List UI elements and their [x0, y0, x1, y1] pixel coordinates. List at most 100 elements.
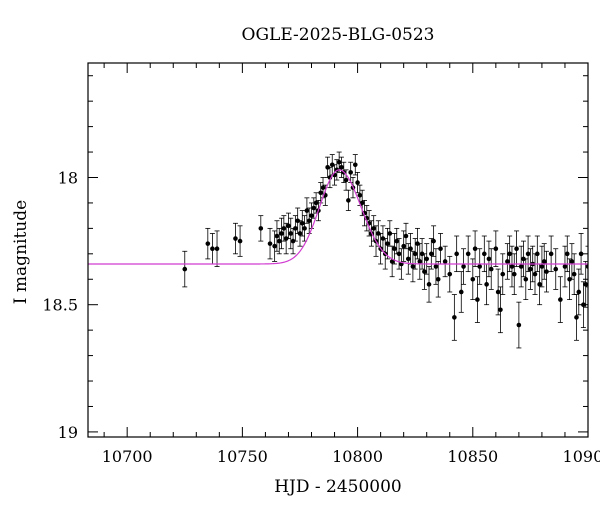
data-point: [507, 251, 512, 257]
data-points: [182, 159, 588, 328]
data-point: [528, 266, 533, 272]
data-point: [214, 246, 220, 252]
y-axis-label: I magnitude: [11, 200, 31, 304]
x-tick-labels: 10700 10750 10800 10850 10900: [102, 447, 600, 466]
chart-title: OGLE-2025-BLG-0523: [242, 25, 435, 45]
data-point: [318, 190, 324, 196]
data-point: [371, 226, 377, 231]
data-point: [564, 251, 570, 257]
data-point: [376, 231, 381, 236]
data-point: [272, 243, 277, 249]
data-point: [422, 269, 427, 274]
data-point: [299, 220, 305, 226]
axis-ticks: [88, 63, 589, 437]
data-point: [523, 276, 529, 282]
y-tick-label: 18: [58, 168, 78, 187]
data-point: [424, 256, 430, 262]
data-point: [274, 233, 280, 239]
data-point: [475, 297, 480, 302]
data-point: [548, 251, 554, 257]
data-point: [387, 231, 393, 236]
data-point: [380, 236, 386, 241]
data-point: [488, 266, 494, 272]
data-point: [290, 238, 296, 244]
data-point: [237, 238, 243, 244]
data-point: [405, 256, 411, 262]
data-point: [357, 192, 363, 198]
data-point: [281, 226, 287, 231]
data-point: [258, 226, 264, 231]
data-point: [452, 315, 457, 320]
data-point: [401, 243, 406, 249]
data-point: [233, 236, 238, 241]
data-point: [412, 251, 418, 257]
data-point: [535, 251, 540, 257]
data-point: [574, 315, 579, 320]
data-point: [553, 266, 559, 272]
data-point: [394, 238, 400, 244]
data-point: [525, 251, 531, 257]
x-tick-label: 10850: [447, 447, 498, 466]
data-point: [293, 226, 298, 231]
data-point: [336, 159, 342, 165]
x-axis-label: HJD - 2450000: [274, 477, 402, 497]
model-curve: [88, 169, 588, 265]
x-tick-label: 10700: [102, 447, 153, 466]
data-point: [403, 233, 409, 239]
data-point: [205, 241, 211, 246]
data-point: [472, 246, 478, 252]
data-point: [417, 259, 423, 264]
data-point: [516, 322, 522, 328]
data-point: [385, 241, 390, 246]
data-point: [325, 165, 330, 170]
data-point: [532, 271, 538, 277]
data-point: [454, 251, 459, 257]
data-point: [295, 218, 300, 224]
data-point: [283, 236, 289, 241]
data-point: [562, 264, 568, 269]
data-point: [583, 282, 588, 287]
data-point: [578, 251, 584, 257]
data-point: [495, 289, 501, 295]
data-point: [505, 259, 510, 264]
data-point: [514, 246, 519, 252]
data-point: [493, 246, 499, 252]
data-point: [500, 271, 506, 277]
data-point: [509, 264, 515, 269]
data-point: [311, 205, 317, 211]
data-point: [306, 218, 312, 224]
data-point: [210, 246, 215, 252]
data-point: [484, 282, 489, 287]
data-point: [352, 162, 358, 168]
data-point: [569, 259, 575, 264]
error-bars: [182, 151, 588, 349]
data-point: [426, 282, 432, 287]
data-point: [329, 162, 335, 168]
data-point: [521, 256, 526, 262]
data-point: [482, 251, 487, 257]
data-point: [267, 241, 273, 246]
data-point: [567, 276, 572, 282]
data-point: [461, 264, 466, 269]
data-point: [518, 264, 524, 269]
data-point: [431, 238, 436, 244]
data-point: [477, 264, 483, 269]
data-point: [571, 271, 577, 277]
data-point: [442, 259, 448, 264]
data-point: [304, 208, 310, 213]
x-tick-label: 10750: [217, 447, 268, 466]
data-point: [297, 231, 303, 236]
data-point: [410, 264, 416, 269]
data-point: [359, 200, 365, 206]
data-point: [339, 165, 344, 170]
plot-frame: [87, 62, 589, 438]
data-point: [558, 297, 563, 302]
y-tick-label: 18.5: [42, 296, 78, 315]
data-point: [465, 251, 471, 257]
data-point: [309, 213, 314, 218]
data-point: [433, 264, 439, 269]
y-tick-label: 19: [58, 423, 78, 442]
data-point: [470, 276, 476, 282]
data-point: [438, 246, 443, 252]
data-point: [435, 276, 441, 282]
